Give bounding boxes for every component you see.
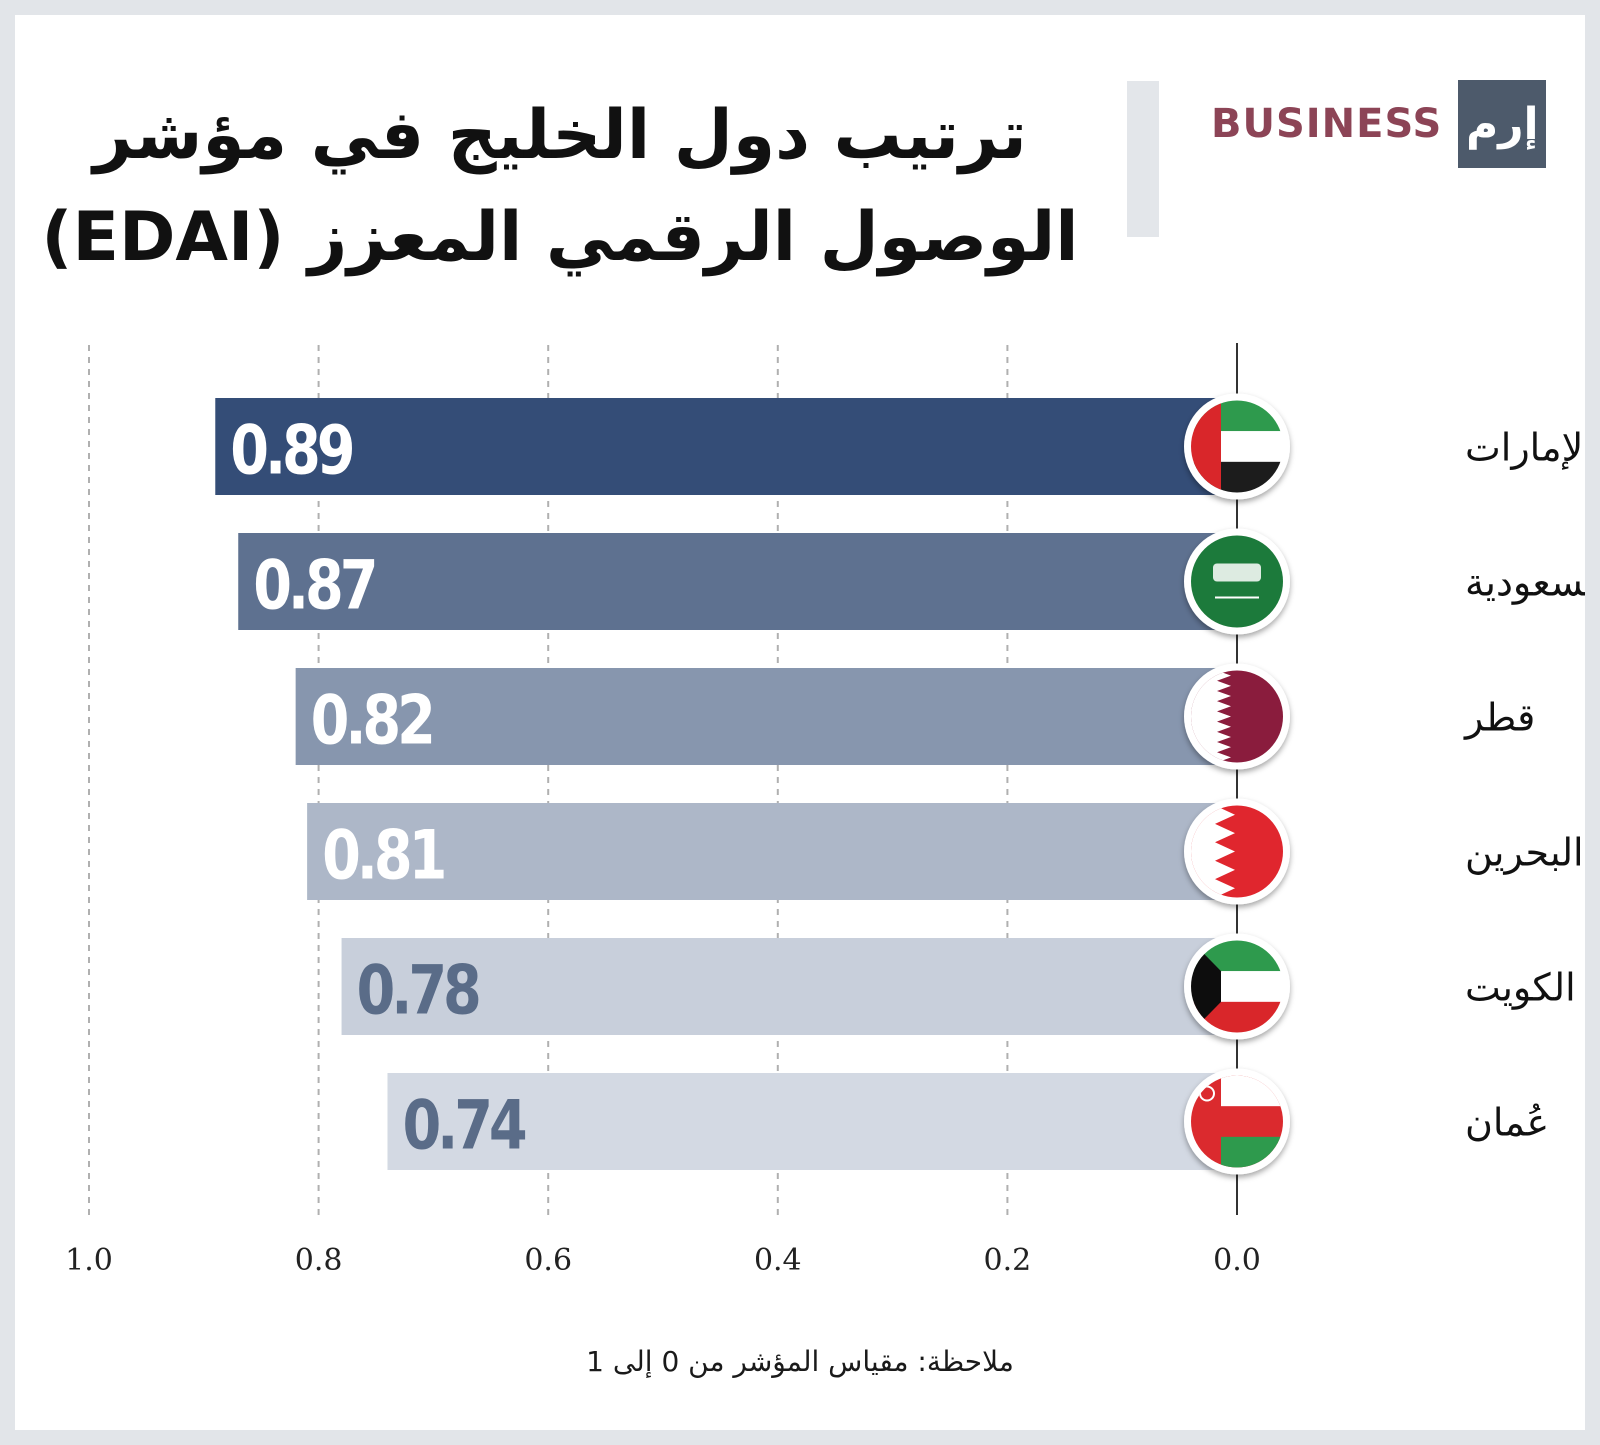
x-tick-label: 0.2 <box>984 1243 1032 1278</box>
x-tick-label: 0.8 <box>295 1243 343 1278</box>
value-label: 0.87 <box>253 545 374 625</box>
value-label: 0.89 <box>230 410 352 490</box>
x-tick-label: 0.6 <box>524 1243 572 1278</box>
x-tick-label: 0.4 <box>754 1243 802 1278</box>
brand-logo: BUSINESS إرم <box>1211 79 1547 169</box>
bar <box>238 533 1238 630</box>
oman-flag-icon <box>1184 1068 1290 1175</box>
bar <box>215 398 1237 495</box>
bar-chart: 1.0 0.8 0.6 0.4 0.2 0.0 0.89 الإمارات 0.87 السعود… <box>65 343 1585 1278</box>
chart-title: ترتيب دول الخليج في مؤشر الوصول الرقمي ا… <box>15 85 1105 289</box>
category-label: قطر <box>1463 696 1535 741</box>
bar <box>295 668 1237 765</box>
header-divider <box>1127 81 1159 237</box>
value-label: 0.78 <box>357 950 479 1030</box>
category-label: الكويت <box>1465 966 1576 1011</box>
bahrain-flag-icon <box>1184 798 1290 905</box>
title-line-1: ترتيب دول الخليج في مؤشر <box>93 96 1027 175</box>
scale-note: ملاحظة: مقياس المؤشر من 0 إلى 1 <box>586 1345 1014 1378</box>
bar <box>387 1073 1238 1170</box>
uae-flag-icon <box>1184 393 1290 500</box>
qatar-flag-icon <box>1184 663 1290 770</box>
infographic-card: ترتيب دول الخليج في مؤشر الوصول الرقمي ا… <box>15 15 1585 1430</box>
category-label: عُمان <box>1465 1101 1549 1145</box>
value-label: 0.81 <box>322 815 443 895</box>
x-tick-label: 1.0 <box>65 1243 113 1278</box>
x-tick-label: 0.0 <box>1213 1243 1261 1278</box>
value-label: 0.82 <box>311 680 432 760</box>
bar <box>307 803 1237 900</box>
logo-mark: إرم <box>1458 80 1547 168</box>
category-label: السعودية <box>1465 561 1585 606</box>
logo-text: BUSINESS <box>1211 101 1443 147</box>
title-line-2: الوصول الرقمي المعزز (EDAI) <box>41 198 1079 277</box>
bar <box>341 938 1237 1035</box>
category-label: البحرين <box>1465 831 1584 876</box>
saudi-flag-icon <box>1184 528 1290 635</box>
category-label: الإمارات <box>1465 426 1585 471</box>
kuwait-flag-icon <box>1184 933 1290 1040</box>
value-label: 0.74 <box>402 1085 525 1165</box>
